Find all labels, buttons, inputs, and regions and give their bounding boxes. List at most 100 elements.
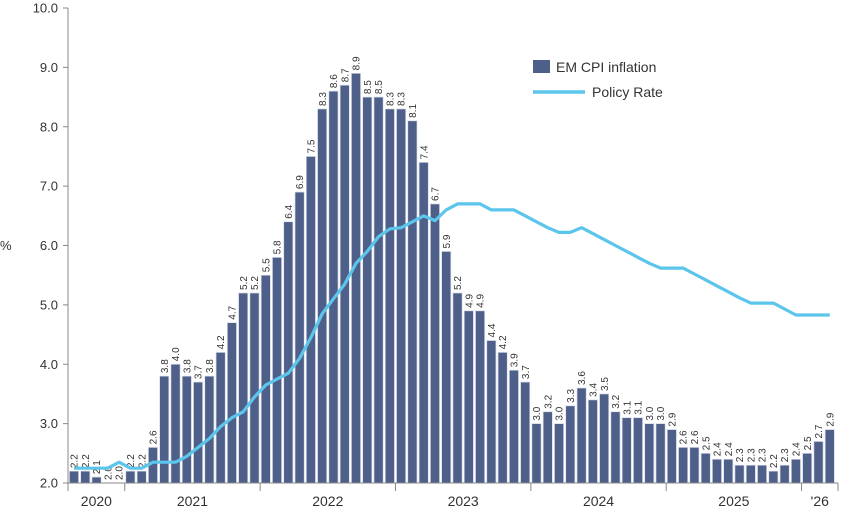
- bar: [565, 405, 576, 484]
- bar-data-label: 3.0: [656, 406, 667, 420]
- bar-data-label: 4.7: [228, 305, 239, 319]
- bar-data-label: 2.9: [667, 412, 678, 426]
- bar-data-label: 4.2: [216, 335, 227, 349]
- bar: [757, 464, 768, 484]
- bar: [260, 274, 271, 484]
- y-tick-label: 7.0: [40, 179, 58, 194]
- bar-data-label: 3.7: [521, 365, 532, 379]
- bar: [554, 423, 564, 484]
- bar-data-label: 8.5: [363, 80, 374, 94]
- bar-data-label: 2.6: [679, 430, 690, 444]
- bar-data-label: 2.7: [814, 424, 825, 438]
- bar: [362, 96, 373, 484]
- bar: [576, 387, 587, 484]
- bar-data-label: 6.7: [431, 187, 442, 201]
- bar-data-label: 6.4: [284, 204, 295, 218]
- bar: [633, 417, 643, 484]
- x-tick-label: 2025: [718, 493, 749, 509]
- bar: [418, 162, 429, 484]
- x-tick-label: 2024: [583, 493, 614, 509]
- line-series: [74, 202, 830, 470]
- bar-data-label: 2.2: [137, 454, 148, 468]
- bar: [294, 191, 305, 484]
- bar-data-label: 2.5: [803, 436, 814, 450]
- bar: [824, 429, 835, 484]
- bar: [689, 447, 700, 484]
- bar-data-label: 3.1: [634, 400, 645, 414]
- y-axis: 2.0 3.0 4.0 5.0 6.0 7.0 8.0 9.0 10.0: [33, 1, 69, 491]
- bar: [712, 458, 722, 484]
- bar: [91, 476, 102, 484]
- bar-data-label: 8.9: [352, 56, 363, 70]
- bar-data-label: 8.7: [340, 68, 351, 82]
- bar: [159, 375, 170, 484]
- bar-data-label: 3.1: [622, 400, 633, 414]
- bar-data-label: 4.9: [476, 293, 487, 307]
- policy-rate-line: [74, 202, 830, 470]
- bar: [452, 292, 463, 484]
- y-tick-label: 10.0: [33, 1, 58, 16]
- bar: [666, 429, 677, 484]
- bar-data-label: 2.3: [746, 448, 757, 462]
- bar: [768, 470, 779, 484]
- bar-data-label: 7.4: [419, 145, 430, 159]
- bar: [587, 399, 598, 484]
- bar: [610, 411, 621, 484]
- y-tick-label: 4.0: [40, 357, 58, 372]
- bar-data-label: 3.4: [588, 383, 599, 397]
- bar: [430, 203, 440, 484]
- bar-data-label: 2.4: [713, 442, 724, 456]
- bar-data-label: 3.9: [510, 353, 521, 367]
- bar-data-label: 2.2: [769, 454, 780, 468]
- bar: [328, 90, 339, 484]
- bar: [599, 393, 610, 484]
- bar-data-label: 3.6: [577, 371, 588, 385]
- bar: [181, 375, 192, 484]
- bar: [497, 352, 508, 484]
- bar: [396, 108, 407, 484]
- bar: [136, 470, 147, 484]
- bar-data-label: 3.0: [532, 406, 543, 420]
- bar-data-label: 2.0: [103, 466, 114, 480]
- bar: [621, 417, 632, 484]
- y-tick-label: 6.0: [40, 238, 58, 253]
- bar: [317, 108, 328, 484]
- bar-data-label: 5.5: [261, 258, 272, 272]
- bar-data-label: 3.8: [160, 359, 171, 373]
- bar: [238, 292, 249, 484]
- x-axis: 2020 2021 2022 2023 2024 2025 '26: [67, 482, 839, 509]
- bar-data-label: 3.5: [600, 377, 611, 391]
- bar-data-label: 6.9: [295, 175, 306, 189]
- legend-label-policy: Policy Rate: [592, 84, 663, 100]
- bar: [700, 452, 711, 484]
- y-axis-label: %: [0, 238, 12, 253]
- bar: [745, 464, 756, 484]
- bar-data-label: 2.6: [149, 430, 160, 444]
- bar-data-label: 8.3: [397, 92, 408, 106]
- bar: [779, 464, 790, 484]
- data-labels: 2.2 2.2 2.1 2.0 2.02.2 2.22.63.84.03.8 3.7 3.84…: [70, 56, 837, 480]
- bar: [441, 251, 452, 484]
- bar-data-label: 2.2: [126, 454, 137, 468]
- legend-swatch-cpi: [533, 60, 550, 73]
- bar-data-label: 3.2: [543, 394, 554, 408]
- bar: [125, 470, 136, 484]
- bar-data-label: 3.0: [555, 406, 566, 420]
- bar: [204, 375, 215, 484]
- bar: [226, 322, 237, 484]
- bar: [351, 72, 361, 484]
- bar: [373, 96, 384, 484]
- bar-series: [69, 72, 835, 484]
- bar-data-label: 3.2: [611, 394, 622, 408]
- bar: [644, 423, 655, 484]
- bar: [813, 441, 824, 484]
- bar: [542, 411, 553, 484]
- bar: [508, 369, 519, 484]
- bar: [790, 458, 801, 484]
- bar-data-label: 8.3: [318, 92, 329, 106]
- x-tick-label: 2021: [177, 493, 208, 509]
- bar: [463, 310, 474, 484]
- bar-data-label: 4.0: [171, 347, 182, 361]
- x-tick-label: '26: [811, 493, 829, 509]
